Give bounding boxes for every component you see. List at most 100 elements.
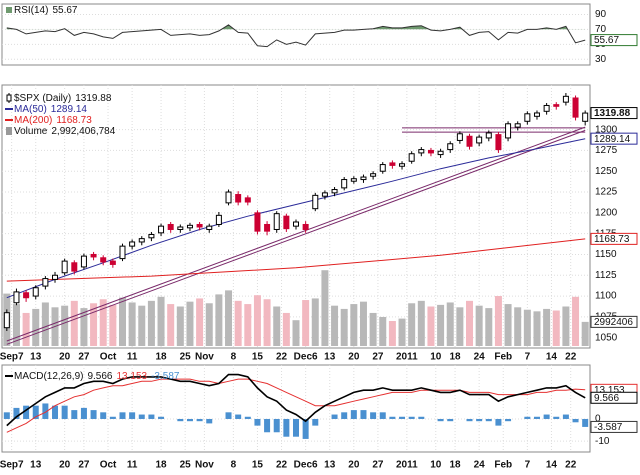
histogram-bar bbox=[582, 418, 589, 427]
candle-body bbox=[533, 112, 540, 117]
volume-bar bbox=[437, 304, 445, 346]
candle-body bbox=[206, 225, 213, 230]
candle-body bbox=[312, 194, 319, 210]
x-tick-label: 22 bbox=[565, 460, 577, 471]
x-tick-label: 10 bbox=[430, 460, 442, 471]
volume-bar bbox=[282, 312, 290, 346]
volume-bar bbox=[533, 311, 541, 346]
histogram-bar bbox=[466, 418, 473, 422]
volume-bar bbox=[205, 303, 213, 346]
candle-body bbox=[321, 192, 328, 197]
histogram-bar bbox=[273, 418, 280, 433]
volume-bar bbox=[273, 306, 281, 346]
volume-bar bbox=[552, 310, 560, 346]
histogram-bar bbox=[341, 412, 348, 419]
candle-body bbox=[273, 213, 280, 230]
candle-body bbox=[129, 241, 136, 247]
histogram-bar bbox=[119, 412, 126, 419]
candle-body bbox=[3, 312, 10, 329]
candle-body bbox=[572, 97, 579, 118]
volume-bar bbox=[99, 299, 107, 346]
candle-body bbox=[71, 262, 78, 272]
histogram-bar bbox=[61, 405, 68, 419]
volume-bar bbox=[417, 300, 425, 346]
histogram-bar bbox=[158, 416, 165, 419]
candle-body bbox=[225, 191, 232, 204]
histogram-bar bbox=[331, 414, 338, 419]
histogram-bar bbox=[13, 407, 20, 419]
volume-bar bbox=[225, 290, 233, 346]
histogram-bar bbox=[437, 418, 444, 422]
x-tick-label: 7 bbox=[525, 460, 531, 471]
histogram-bar bbox=[505, 418, 512, 422]
candle-body bbox=[90, 253, 97, 258]
x-tick-label: Nov bbox=[195, 460, 214, 471]
histogram-bar bbox=[283, 418, 290, 437]
candle-body bbox=[167, 223, 174, 230]
volume-bar bbox=[514, 307, 522, 346]
y-tick-label: 90 bbox=[595, 9, 607, 20]
candle-body bbox=[80, 255, 87, 268]
x-tick-label: 27 bbox=[78, 352, 90, 363]
x-tick-label: Nov bbox=[195, 352, 214, 363]
candle-body bbox=[177, 226, 184, 230]
volume-bar bbox=[32, 308, 40, 346]
value-box bbox=[590, 391, 638, 404]
volume-bar bbox=[118, 297, 126, 346]
histogram-bar bbox=[100, 412, 107, 419]
candle-body bbox=[427, 149, 434, 154]
candle-body bbox=[61, 260, 68, 274]
volume-bar bbox=[359, 301, 367, 346]
histogram-bar bbox=[370, 412, 377, 419]
x-tick-label: 2011 bbox=[396, 460, 418, 471]
value-box bbox=[590, 34, 638, 47]
x-tick-label: 24 bbox=[474, 352, 486, 363]
volume-bar bbox=[427, 306, 435, 346]
legend-entry: $SPX (Daily) 1319.88 bbox=[14, 93, 112, 104]
candle-body bbox=[283, 215, 290, 230]
legend-entry: RSI(14) 55.67 bbox=[14, 5, 78, 16]
legend-text: Volume bbox=[14, 126, 48, 137]
legend-entry: Volume 2,992,406,784 bbox=[14, 126, 116, 137]
histogram-bar bbox=[408, 416, 415, 419]
candle-body bbox=[302, 223, 309, 230]
candle-body bbox=[543, 104, 550, 112]
histogram-bar bbox=[254, 418, 261, 426]
y-tick-label: 1200 bbox=[595, 207, 618, 218]
legend-text: MA(200) bbox=[14, 115, 52, 126]
volume-bar bbox=[138, 305, 146, 346]
legend-text: -3.587 bbox=[151, 371, 180, 382]
candle-body bbox=[466, 135, 473, 147]
volume-bar bbox=[80, 308, 88, 346]
volume-bar bbox=[398, 318, 406, 346]
x-tick-label: Dec6 bbox=[294, 460, 318, 471]
candle-body bbox=[264, 223, 271, 232]
x-tick-label: Feb bbox=[494, 460, 512, 471]
volume-bar bbox=[494, 296, 502, 346]
legend-icon bbox=[6, 127, 12, 135]
volume-bar bbox=[331, 305, 339, 346]
candle-body bbox=[100, 257, 107, 263]
candle-body bbox=[456, 133, 463, 141]
volume-bar bbox=[12, 304, 20, 346]
histogram-bar bbox=[447, 418, 454, 422]
candle-body bbox=[437, 150, 444, 156]
value-box bbox=[590, 107, 638, 120]
x-tick-label: 20 bbox=[348, 352, 360, 363]
candle-body bbox=[524, 113, 531, 122]
y-tick-label: 1050 bbox=[595, 332, 618, 343]
legend-entry: MA(200) 1168.73 bbox=[14, 115, 92, 126]
candle-body bbox=[331, 189, 338, 194]
volume-bar bbox=[504, 304, 512, 346]
trend-line bbox=[6, 129, 586, 345]
x-tick-label: 18 bbox=[449, 352, 461, 363]
legend-icon bbox=[6, 7, 12, 13]
candle-body bbox=[379, 164, 386, 172]
x-tick-label: 24 bbox=[474, 460, 486, 471]
volume-bar bbox=[147, 300, 155, 346]
panel-frame bbox=[1, 364, 591, 453]
volume-bar bbox=[167, 304, 175, 346]
volume-bar bbox=[485, 308, 493, 346]
candle-body bbox=[514, 123, 521, 128]
